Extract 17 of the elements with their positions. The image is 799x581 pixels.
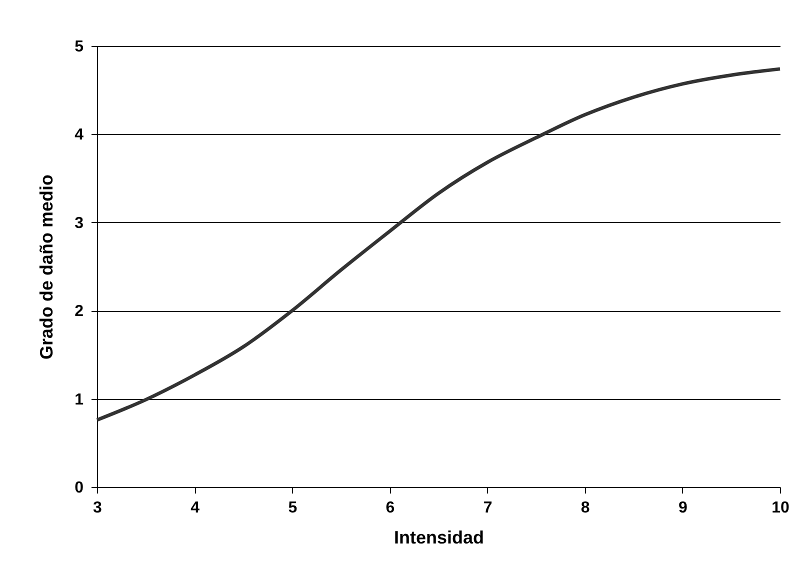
y-tick-label: 5 bbox=[74, 38, 84, 56]
y-tick-label: 0 bbox=[74, 480, 84, 496]
line-series bbox=[95, 67, 782, 422]
y-axis-title: Grado de daño medio bbox=[36, 174, 57, 360]
y-tick-label: 4 bbox=[74, 126, 84, 144]
x-axis-title: Intensidad bbox=[394, 528, 484, 548]
x-tick-label: 3 bbox=[93, 500, 102, 516]
x-tick-label: 6 bbox=[386, 500, 395, 516]
x-tick-label: 10 bbox=[772, 500, 790, 516]
x-tick-label: 8 bbox=[580, 500, 590, 516]
x-tick-label: 4 bbox=[190, 500, 200, 516]
y-tick-label: 2 bbox=[74, 303, 84, 320]
x-tick-label: 5 bbox=[288, 500, 298, 516]
y-tick-label: 3 bbox=[74, 214, 84, 232]
x-tick-label: 9 bbox=[678, 500, 688, 516]
y-tick-label: 1 bbox=[74, 391, 84, 408]
x-tick-label: 7 bbox=[483, 500, 492, 516]
